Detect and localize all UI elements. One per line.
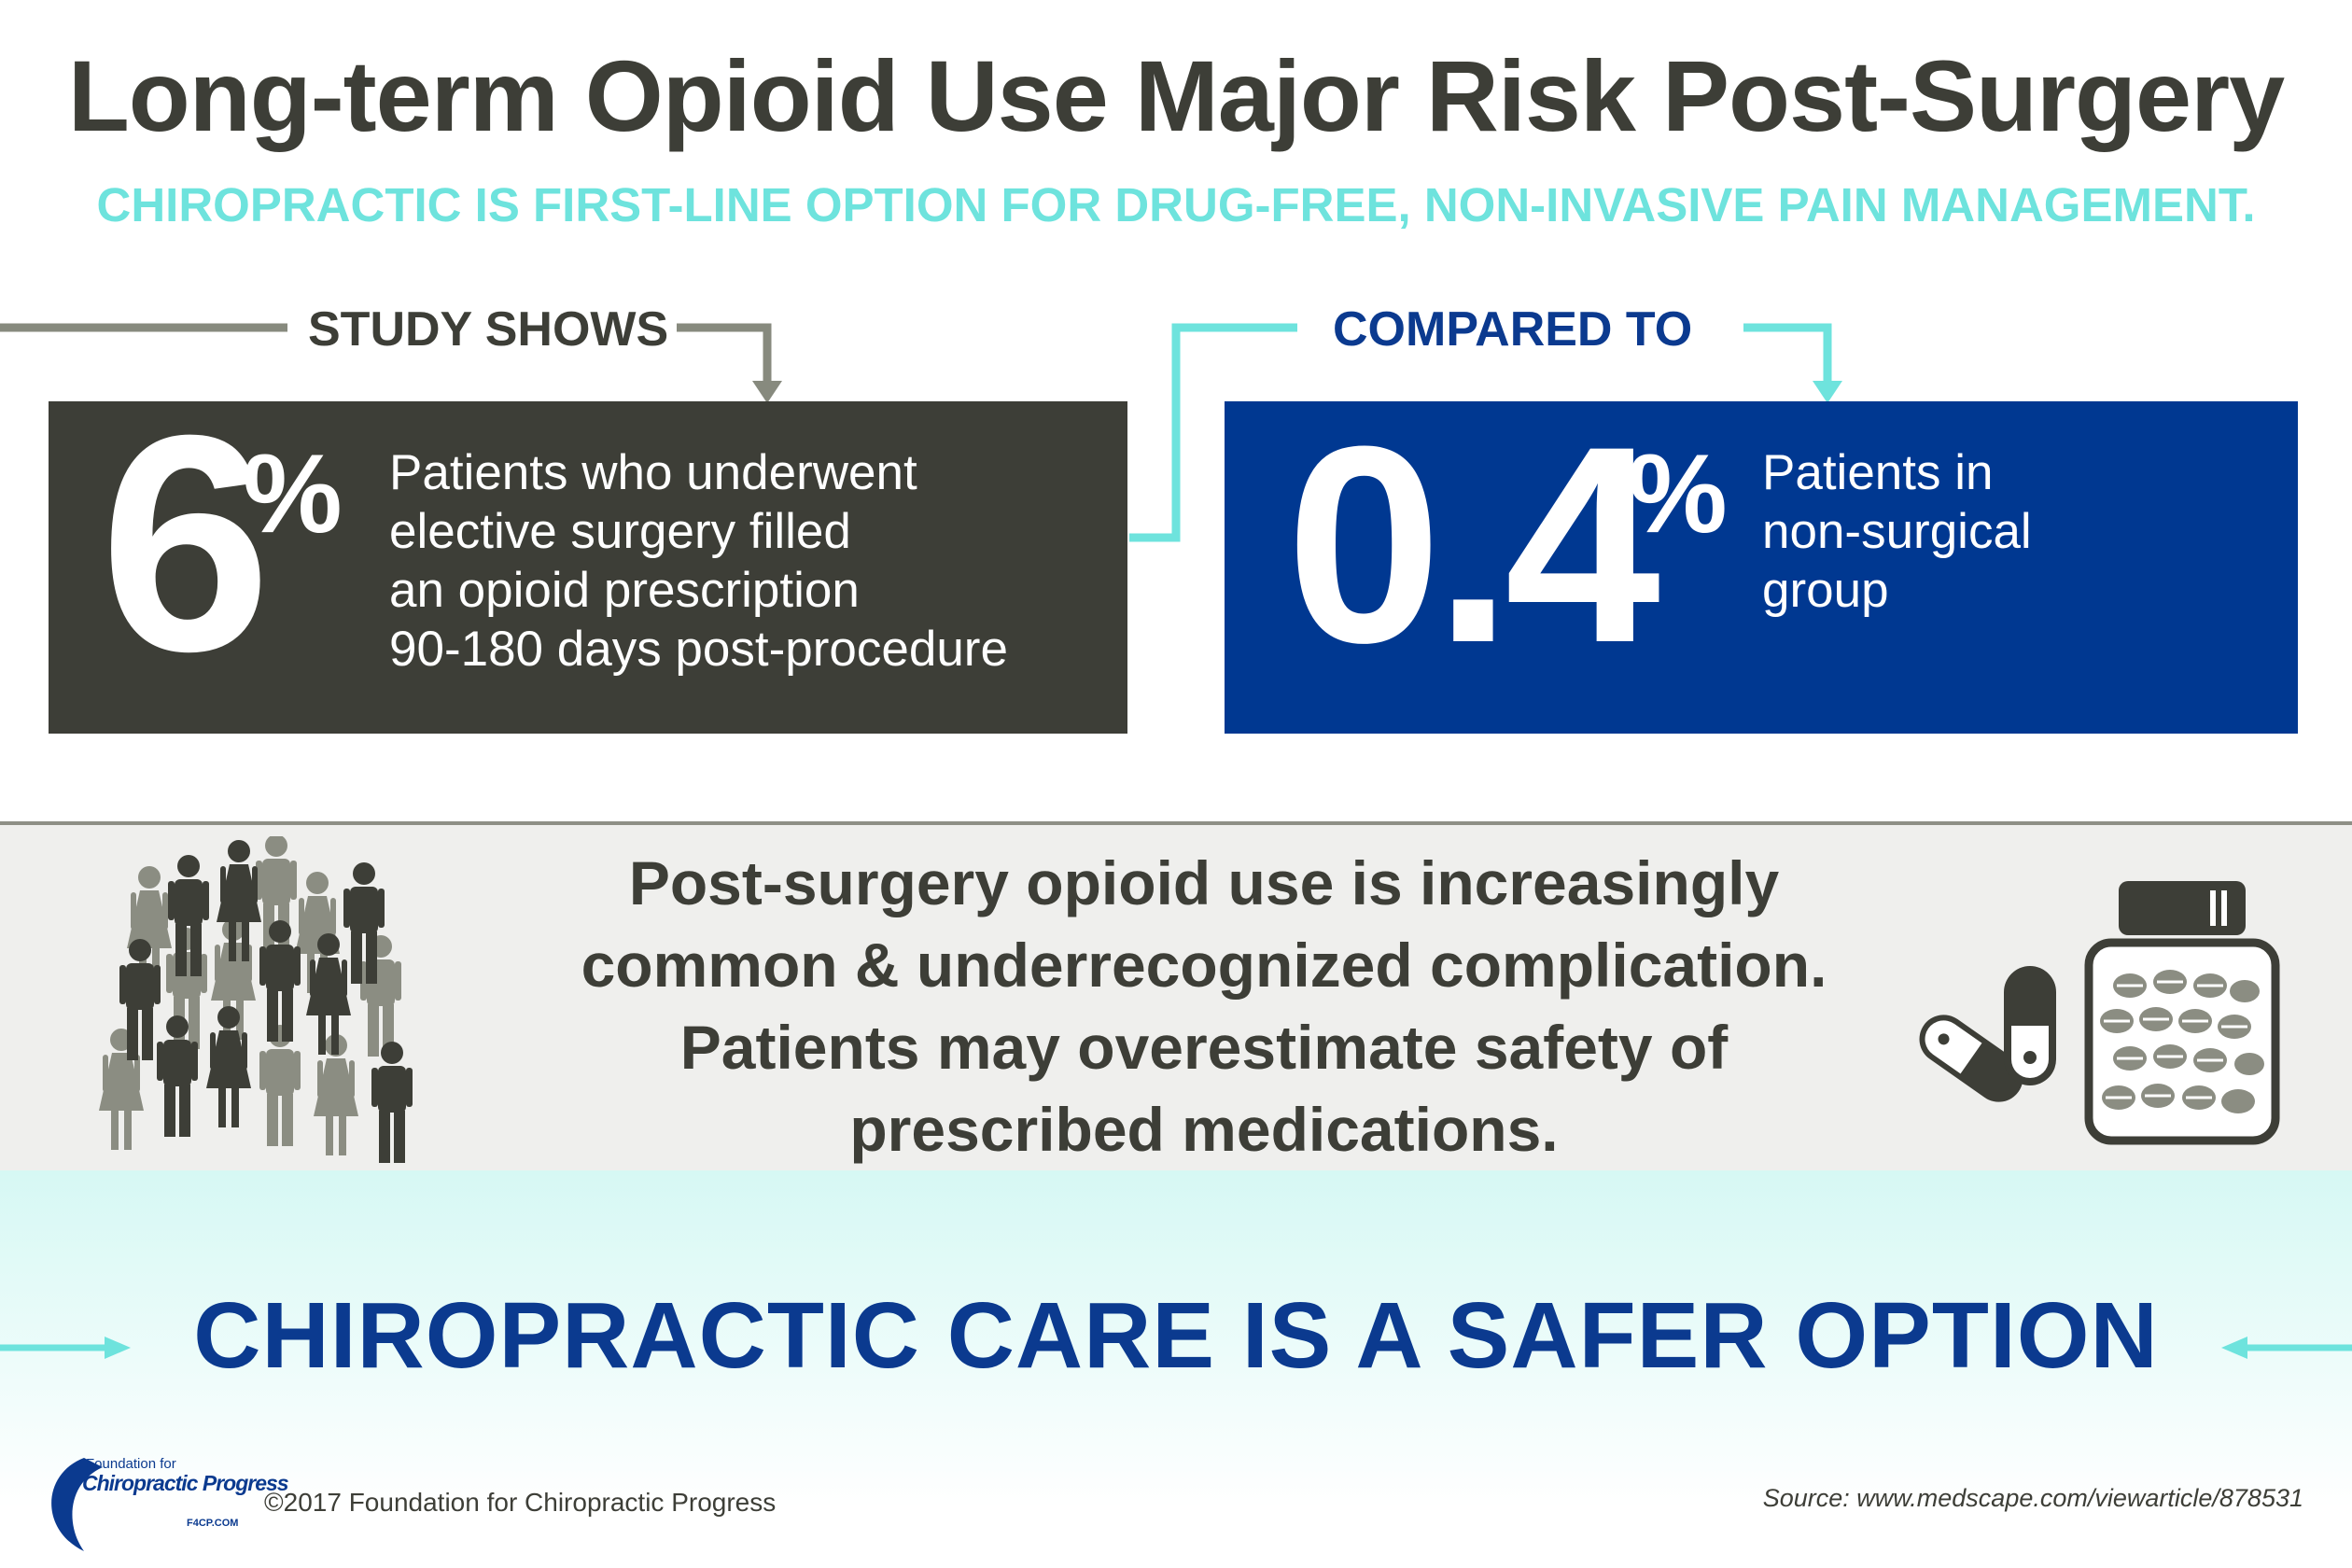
compared-line: group — [1762, 563, 1889, 618]
arrow-down-icon — [1813, 381, 1842, 403]
band-line: prescribed medications. — [849, 1095, 1559, 1164]
logo-swoosh-icon — [51, 1458, 103, 1551]
bottom-section: CHIROPRACTIC CARE IS A SAFER OPTION Foun… — [0, 1170, 2352, 1568]
study-stat-number: 6 — [100, 371, 272, 715]
capsule-icon — [2004, 966, 2056, 1085]
arrow-down-icon — [752, 381, 782, 403]
study-shows-label: STUDY SHOWS — [308, 302, 669, 357]
logo-text-line1: Foundation for — [86, 1456, 176, 1472]
info-band: Post-surgery opioid use is increasingly … — [0, 821, 2352, 1174]
band-line: Patients may overestimate safety of — [679, 1013, 1729, 1082]
band-line: common & underrecognized complication. — [581, 931, 1827, 1000]
study-line: Patients who underwent — [389, 445, 917, 500]
side-arrows — [0, 1337, 2352, 1359]
call-to-action: CHIROPRACTIC CARE IS A SAFER OPTION — [193, 1283, 2159, 1388]
band-message: Post-surgery opioid use is increasingly … — [411, 842, 1997, 1170]
study-line: elective surgery filled — [389, 504, 851, 559]
source-link[interactable]: Source: www.medscape.com/viewarticle/878… — [1762, 1484, 2303, 1512]
logo-text-line3: F4CP.COM — [187, 1518, 239, 1529]
study-percent-sign: % — [243, 431, 343, 556]
copyright-text: ©2017 Foundation for Chiropractic Progre… — [264, 1488, 777, 1517]
study-description: Patients who underwent elective surgery … — [389, 443, 1008, 679]
page-title: Long-term Opioid Use Major Risk Post-Sur… — [67, 39, 2285, 152]
study-stat-box: 6 % Patients who underwent elective surg… — [49, 371, 1127, 734]
compared-stat-box: 0.4 % Patients in non-surgical group — [1225, 387, 2298, 734]
logo-text-line2: Chiropractic Progress — [82, 1471, 289, 1495]
arrow-right-icon — [0, 1337, 131, 1359]
compared-stat-number: 0.4 — [1286, 387, 1660, 701]
pill-bottle-icon — [2084, 881, 2280, 1145]
connector-lines — [0, 323, 1842, 542]
compared-line: non-surgical — [1762, 504, 2032, 559]
people-crowd-icon — [99, 836, 413, 1163]
page-subtitle: CHIROPRACTIC IS FIRST-LINE OPTION FOR DR… — [96, 178, 2256, 231]
compared-percent-sign: % — [1628, 431, 1728, 556]
f4cp-logo: Foundation for Chiropractic Progress F4C… — [47, 1450, 289, 1562]
compared-line: Patients in — [1762, 445, 1994, 500]
study-line: an opioid prescription — [389, 563, 860, 618]
compared-to-label: COMPARED TO — [1333, 302, 1693, 357]
capsule-icon — [1919, 1015, 2023, 1102]
study-line: 90-180 days post-procedure — [389, 622, 1008, 677]
arrow-left-icon — [2221, 1337, 2352, 1359]
compared-description: Patients in non-surgical group — [1762, 443, 2032, 620]
band-line: Post-surgery opioid use is increasingly — [628, 848, 1780, 917]
pills-group — [1919, 881, 2280, 1145]
